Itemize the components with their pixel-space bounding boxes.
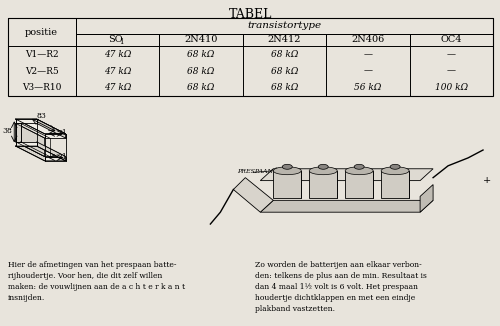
Text: 68 kΩ: 68 kΩ <box>187 67 214 76</box>
Text: 68 kΩ: 68 kΩ <box>270 83 298 92</box>
Text: Hier de afmetingen van het prespaan batte-
rijhoudertje. Voor hen, die dit zelf : Hier de afmetingen van het prespaan batt… <box>8 260 185 302</box>
Text: V1—R2: V1—R2 <box>25 50 58 59</box>
Text: 56 kΩ: 56 kΩ <box>354 83 382 92</box>
Text: PRESPAAN: PRESPAAN <box>238 169 274 174</box>
Text: SO: SO <box>108 36 122 44</box>
Text: 47 kΩ: 47 kΩ <box>104 83 131 92</box>
Ellipse shape <box>309 167 337 175</box>
Text: V3—R10: V3—R10 <box>22 83 62 92</box>
Text: OC4: OC4 <box>440 36 462 44</box>
Text: 68 kΩ: 68 kΩ <box>187 50 214 59</box>
Polygon shape <box>16 123 20 142</box>
Polygon shape <box>274 171 301 199</box>
Bar <box>8 18 76 46</box>
Text: 68 kΩ: 68 kΩ <box>270 67 298 76</box>
Polygon shape <box>16 123 44 156</box>
Bar <box>76 34 159 46</box>
Text: Zo worden de batterijen aan elkaar verbon-
den: telkens de plus aan de min. Resu: Zo worden de batterijen aan elkaar verbo… <box>256 260 427 313</box>
Text: transistortype: transistortype <box>247 21 322 30</box>
Polygon shape <box>16 119 36 123</box>
Ellipse shape <box>354 164 364 169</box>
Text: 2N410: 2N410 <box>184 36 218 44</box>
Text: 38: 38 <box>2 127 12 136</box>
Text: —: — <box>447 50 456 59</box>
Text: —: — <box>364 67 372 76</box>
Ellipse shape <box>282 164 292 169</box>
Polygon shape <box>345 171 373 199</box>
Bar <box>159 34 242 46</box>
Polygon shape <box>16 119 66 134</box>
Text: 21: 21 <box>58 153 68 161</box>
Polygon shape <box>16 142 36 146</box>
Polygon shape <box>16 146 66 161</box>
Polygon shape <box>44 134 66 138</box>
Polygon shape <box>36 142 66 161</box>
Polygon shape <box>381 171 409 199</box>
Text: 2N406: 2N406 <box>351 36 384 44</box>
Ellipse shape <box>381 167 409 175</box>
Ellipse shape <box>318 164 328 169</box>
Polygon shape <box>234 178 274 212</box>
Ellipse shape <box>390 164 400 169</box>
Bar <box>242 34 326 46</box>
Text: 100 kΩ: 100 kΩ <box>434 83 468 92</box>
Polygon shape <box>260 169 433 181</box>
Text: —: — <box>447 67 456 76</box>
Polygon shape <box>16 142 66 156</box>
Polygon shape <box>420 185 433 212</box>
Text: 1: 1 <box>119 38 124 46</box>
Polygon shape <box>44 156 66 161</box>
Text: 47 kΩ: 47 kΩ <box>104 67 131 76</box>
Text: 21: 21 <box>58 129 68 137</box>
Text: +: + <box>483 176 492 185</box>
Text: —: — <box>364 50 372 59</box>
Ellipse shape <box>274 167 301 175</box>
Text: 2N412: 2N412 <box>268 36 301 44</box>
Bar <box>410 34 493 46</box>
Text: 83: 83 <box>36 111 46 120</box>
Text: TABEL: TABEL <box>228 8 272 21</box>
Bar <box>8 18 493 96</box>
Polygon shape <box>260 200 433 212</box>
Text: 68 kΩ: 68 kΩ <box>187 83 214 92</box>
Text: 68 kΩ: 68 kΩ <box>270 50 298 59</box>
Text: V2—R5: V2—R5 <box>24 67 58 76</box>
Bar <box>326 34 409 46</box>
Text: 47 kΩ: 47 kΩ <box>104 50 131 59</box>
Bar <box>76 18 493 34</box>
Text: positie: positie <box>25 28 58 37</box>
Ellipse shape <box>345 167 373 175</box>
Polygon shape <box>309 171 337 199</box>
Polygon shape <box>36 119 66 138</box>
